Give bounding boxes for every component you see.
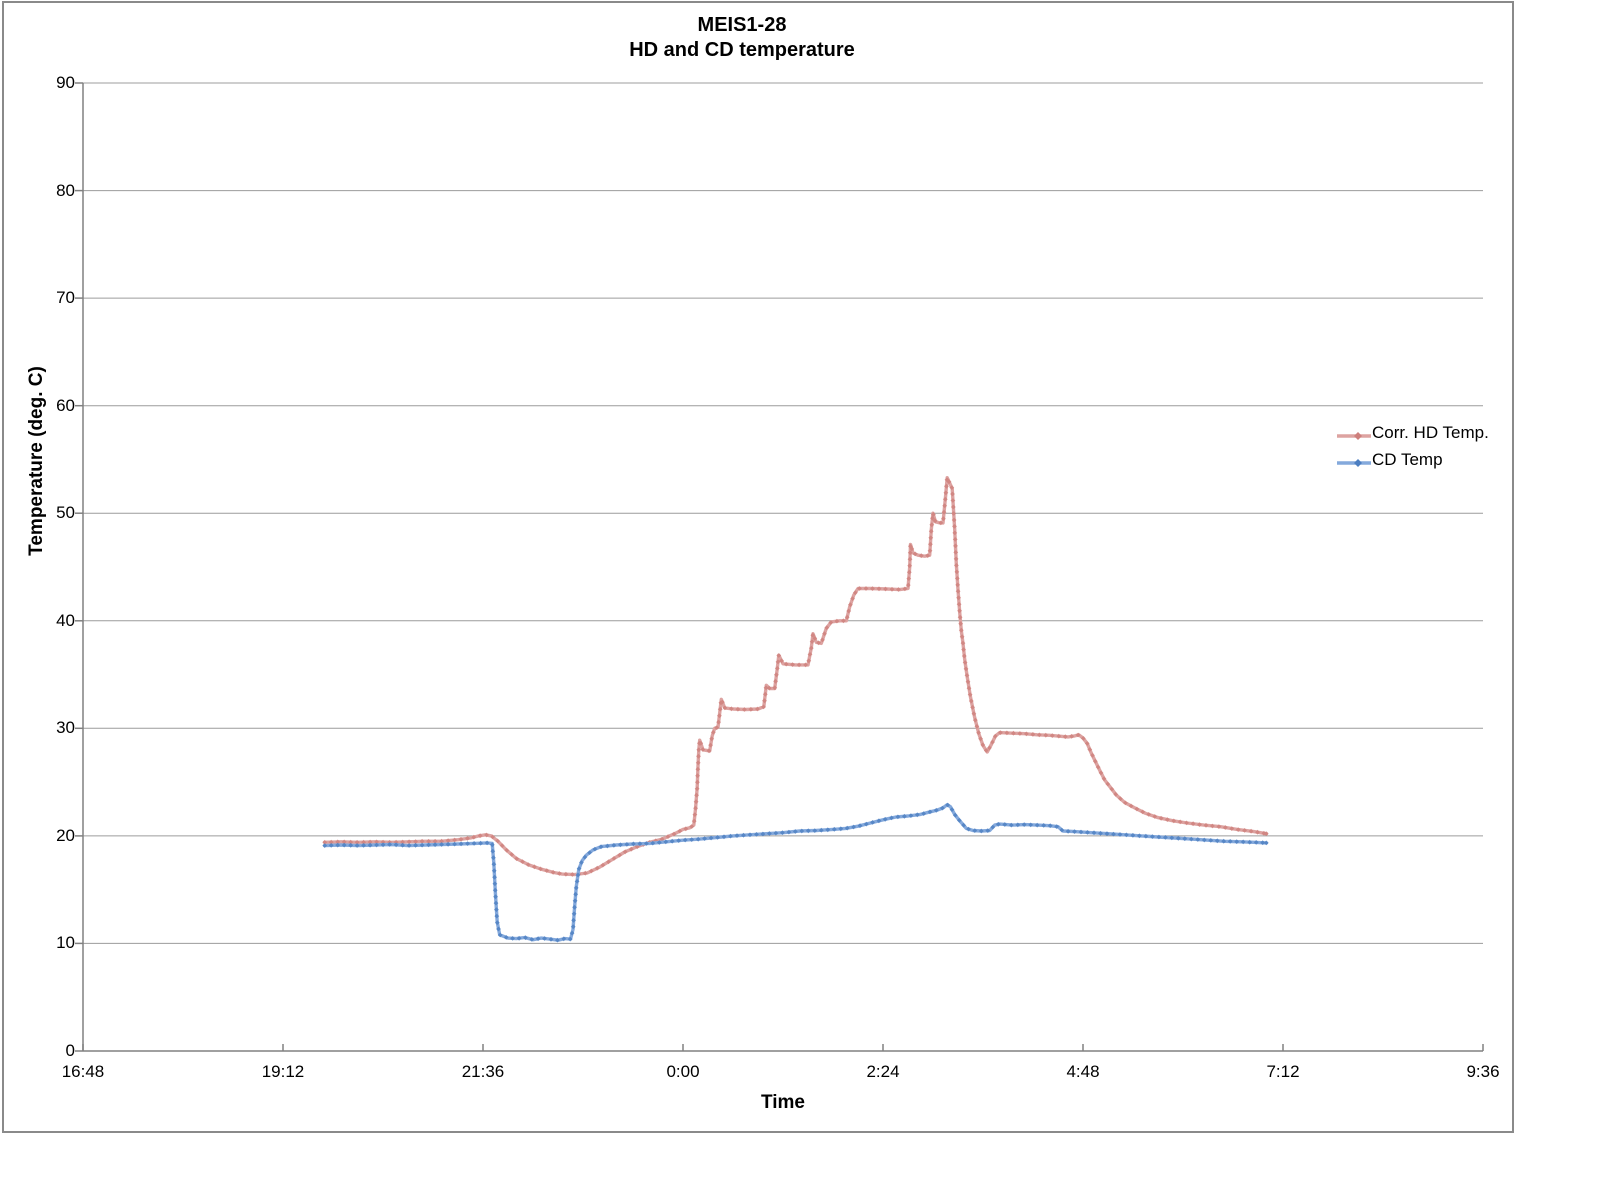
- x-axis-tick-label: 4:48: [1066, 1062, 1100, 1081]
- legend-item-cd-temp: CD Temp: [1337, 446, 1489, 473]
- x-axis-tick-label: 7:12: [1266, 1062, 1300, 1081]
- chart-title: MEIS1-28 HD and CD temperature: [0, 13, 1484, 63]
- cd-temp-line-marker-icon: [1337, 455, 1371, 467]
- x-axis-tick-label: 16:48: [61, 1062, 105, 1081]
- chart-title-line1: MEIS1-28: [697, 14, 787, 36]
- x-axis-tick-label: 19:12: [261, 1062, 305, 1081]
- x-axis-tick-label: 9:36: [1466, 1062, 1500, 1081]
- y-axis-tick-label: 40: [56, 610, 75, 630]
- cd-temp-line: [323, 803, 1268, 942]
- x-axis-tick-label: 2:24: [866, 1062, 900, 1081]
- legend-label-corr-hd-temp: Corr. HD Temp.: [1372, 422, 1489, 442]
- y-axis-tick-label: 50: [56, 503, 75, 523]
- chart-title-line2: HD and CD temperature: [629, 39, 855, 61]
- y-axis-tick-label: 30: [56, 718, 75, 738]
- y-axis-tick-label: 0: [65, 1041, 75, 1060]
- y-axis-tick-label: 90: [56, 73, 75, 92]
- y-axis-tick-label: 60: [56, 395, 75, 415]
- cd-temp-markers: [322, 802, 1269, 943]
- x-axis-title: Time: [760, 1092, 805, 1113]
- y-axis-tick-label: 80: [56, 180, 75, 200]
- y-axis-tick-label: 10: [56, 933, 75, 953]
- y-axis-tick-label: 20: [56, 825, 75, 845]
- hd-temp-line-marker-icon: [1337, 428, 1371, 440]
- legend: Corr. HD Temp. CD Temp: [1337, 419, 1489, 473]
- x-axis-tick-label: 0:00: [666, 1062, 700, 1081]
- legend-label-cd-temp: CD Temp: [1372, 449, 1443, 469]
- corr-hd-temp-markers: [322, 477, 1269, 877]
- y-axis-title: Temperature (deg. C): [26, 366, 47, 556]
- y-axis-tick-label: 70: [56, 288, 75, 308]
- x-axis-tick-label: 21:36: [461, 1062, 505, 1081]
- legend-item-corr-hd-temp: Corr. HD Temp.: [1337, 419, 1489, 446]
- chart-frame: [2, 1, 1514, 1133]
- corr-hd-temp-line: [323, 476, 1268, 877]
